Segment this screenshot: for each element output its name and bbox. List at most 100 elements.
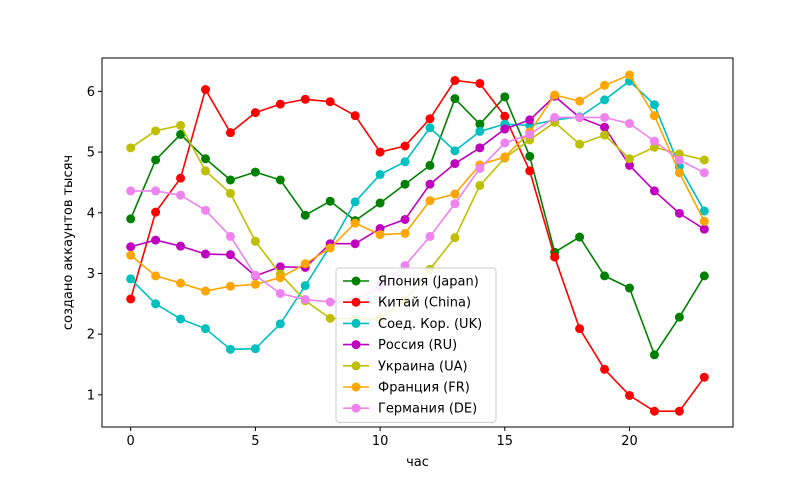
data-point — [151, 235, 161, 245]
data-point — [699, 224, 709, 234]
legend-marker — [351, 297, 361, 307]
data-point — [674, 208, 684, 218]
data-point — [225, 344, 235, 354]
data-point — [450, 159, 460, 169]
data-point — [176, 120, 186, 130]
data-point — [699, 271, 709, 281]
data-point — [151, 207, 161, 217]
data-point — [425, 179, 435, 189]
series-0 — [126, 92, 709, 360]
data-point — [600, 271, 610, 281]
data-point — [275, 99, 285, 109]
data-point — [350, 111, 360, 121]
data-point — [649, 100, 659, 110]
y-tick-label: 3 — [87, 267, 95, 282]
legend: Япония (Japan) Китай (China) Соед. Кор. (U… — [335, 267, 497, 423]
data-point — [126, 294, 136, 304]
data-point — [225, 188, 235, 198]
data-point — [450, 233, 460, 243]
data-point — [624, 390, 634, 400]
data-point — [375, 170, 385, 180]
data-point — [250, 236, 260, 246]
data-point — [201, 249, 211, 259]
data-point — [151, 299, 161, 309]
data-point — [325, 297, 335, 307]
x-axis-label: час — [406, 455, 429, 470]
legend-item: Россия (RU) — [343, 338, 457, 353]
x-tick-label: 10 — [372, 434, 389, 449]
legend-marker — [351, 276, 361, 286]
data-point — [126, 143, 136, 153]
data-point — [600, 130, 610, 140]
data-point — [151, 126, 161, 136]
data-point — [325, 243, 335, 253]
data-point — [475, 163, 485, 173]
data-point — [450, 146, 460, 156]
data-point — [450, 189, 460, 199]
data-point — [475, 78, 485, 88]
data-point — [325, 97, 335, 107]
data-point — [525, 151, 535, 161]
data-point — [126, 274, 136, 284]
data-point — [450, 199, 460, 209]
data-point — [151, 155, 161, 165]
data-point — [250, 270, 260, 280]
series-1 — [126, 75, 709, 416]
legend-label: Украина (UA) — [378, 359, 468, 374]
data-point — [275, 319, 285, 329]
legend-label: Россия (RU) — [378, 338, 457, 353]
data-point — [450, 75, 460, 85]
data-point — [176, 241, 186, 251]
data-point — [525, 129, 535, 139]
data-point — [400, 179, 410, 189]
legend-marker — [351, 318, 361, 328]
data-point — [425, 114, 435, 124]
data-point — [500, 138, 510, 148]
legend-label: Германия (DE) — [378, 402, 477, 417]
data-point — [350, 218, 360, 228]
data-point — [151, 271, 161, 281]
legend-item: Франция (FR) — [343, 381, 470, 396]
data-point — [325, 196, 335, 206]
legend-label: Япония (Japan) — [378, 275, 479, 290]
data-point — [225, 250, 235, 260]
data-point — [475, 143, 485, 153]
data-point — [674, 155, 684, 165]
series-6 — [126, 112, 709, 307]
data-point — [624, 119, 634, 129]
y-axis-label: создано аккаунтов тысяч — [61, 155, 76, 330]
data-point — [176, 314, 186, 324]
data-point — [600, 80, 610, 90]
data-point — [550, 252, 560, 262]
data-point — [600, 364, 610, 374]
y-tick-label: 5 — [87, 146, 95, 161]
data-point — [250, 344, 260, 354]
data-point — [375, 198, 385, 208]
data-point — [201, 166, 211, 176]
data-point — [275, 262, 285, 272]
data-point — [575, 324, 585, 334]
legend-label: Китай (China) — [378, 296, 471, 311]
data-point — [425, 160, 435, 170]
series-line — [130, 80, 706, 351]
data-point — [300, 281, 310, 291]
data-point — [649, 136, 659, 146]
y-tick-label: 1 — [87, 388, 95, 403]
data-point — [674, 168, 684, 178]
data-point — [300, 210, 310, 220]
data-point — [225, 281, 235, 291]
data-point — [425, 196, 435, 206]
legend-item: Япония (Japan) — [343, 275, 479, 290]
data-point — [600, 122, 610, 132]
data-point — [225, 231, 235, 241]
data-point — [201, 286, 211, 296]
x-tick-label: 0 — [127, 434, 135, 449]
data-point — [649, 111, 659, 121]
y-tick-label: 6 — [87, 85, 95, 100]
legend-item: Украина (UA) — [343, 359, 468, 374]
ticks-layer: 0 5 10 15 20 1 2 3 4 5 6 — [87, 85, 638, 449]
data-point — [275, 175, 285, 185]
data-point — [699, 155, 709, 165]
data-point — [575, 139, 585, 149]
